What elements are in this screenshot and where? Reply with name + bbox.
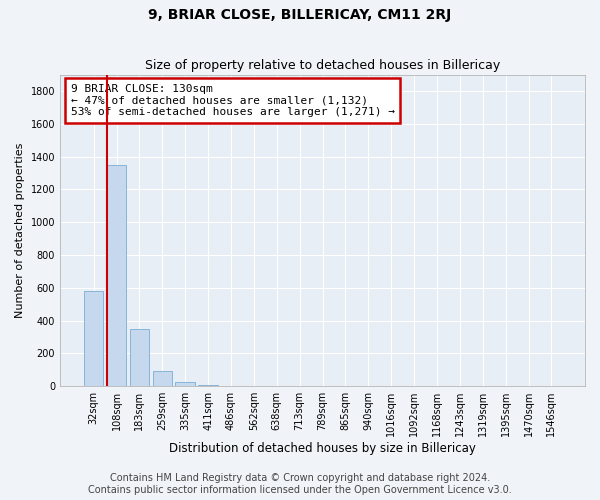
Bar [152, 370, 172, 386]
Text: Contains HM Land Registry data © Crown copyright and database right 2024.
Contai: Contains HM Land Registry data © Crown c… [88, 474, 512, 495]
Bar [84, 291, 103, 386]
Bar [107, 165, 126, 386]
Bar [175, 382, 195, 386]
Bar [130, 329, 149, 386]
Y-axis label: Number of detached properties: Number of detached properties [15, 142, 25, 318]
Title: Size of property relative to detached houses in Billericay: Size of property relative to detached ho… [145, 59, 500, 72]
Text: 9, BRIAR CLOSE, BILLERICAY, CM11 2RJ: 9, BRIAR CLOSE, BILLERICAY, CM11 2RJ [148, 8, 452, 22]
Text: 9 BRIAR CLOSE: 130sqm
← 47% of detached houses are smaller (1,132)
53% of semi-d: 9 BRIAR CLOSE: 130sqm ← 47% of detached … [71, 84, 395, 117]
X-axis label: Distribution of detached houses by size in Billericay: Distribution of detached houses by size … [169, 442, 476, 455]
